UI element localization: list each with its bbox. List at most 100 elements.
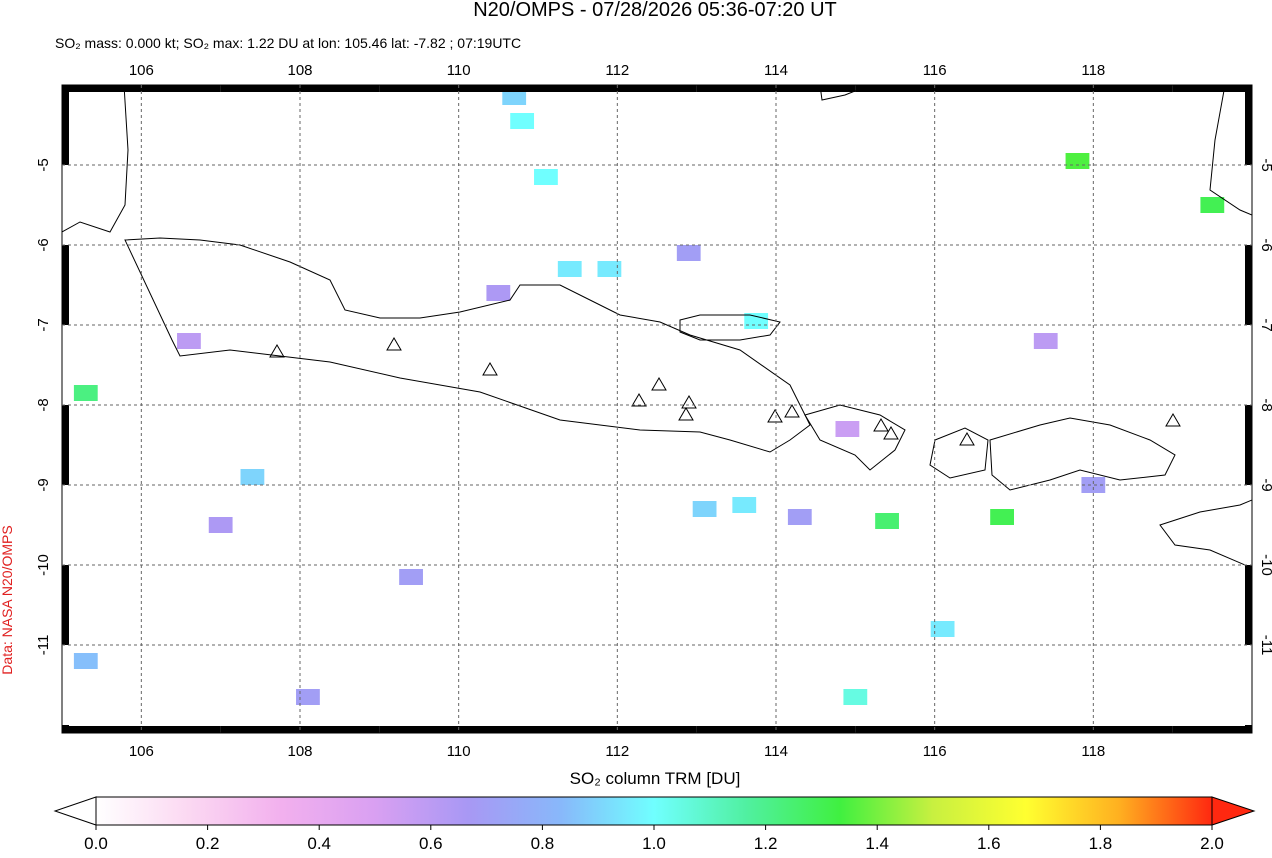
colorbar-tick-label: 0.2 xyxy=(196,834,220,853)
so2-pixel xyxy=(843,689,868,705)
frame-band xyxy=(696,85,856,92)
frame-band xyxy=(1245,405,1252,485)
frame-band xyxy=(1245,245,1252,325)
x-tick-label: 108 xyxy=(287,62,312,79)
so2-pixel xyxy=(732,497,757,513)
lombok-coast xyxy=(929,427,989,479)
frame-band xyxy=(379,85,538,92)
volcano xyxy=(1165,413,1181,427)
frame-band xyxy=(62,85,221,92)
colorbar-gradient xyxy=(95,796,1213,826)
so2-pixel xyxy=(990,509,1014,525)
colorbar-tick-label: 1.8 xyxy=(1089,834,1113,853)
coastlines xyxy=(62,85,1252,569)
java-coast xyxy=(124,237,811,453)
x-tick-label: 114 xyxy=(764,743,788,760)
so2-pixel xyxy=(73,653,98,669)
x-tick-label: 118 xyxy=(1081,62,1105,79)
frame-band xyxy=(538,85,697,92)
map-background xyxy=(62,85,1252,733)
so2-pixel xyxy=(534,169,558,185)
frame-band xyxy=(1245,565,1252,645)
so2-pixel xyxy=(177,333,201,349)
colorbar-tick-label: 1.0 xyxy=(642,834,666,853)
so2-pixel xyxy=(486,285,511,301)
so2-pixel xyxy=(930,621,955,637)
colorbar-high-arrow xyxy=(1211,796,1256,826)
so2-pixel xyxy=(676,245,701,261)
sumatra-coast xyxy=(62,85,129,233)
so2-pixel xyxy=(240,469,265,485)
x-tick-label: 112 xyxy=(605,62,629,79)
so2-pixel xyxy=(787,509,812,525)
x-tick-label: 112 xyxy=(605,743,629,760)
pixel-layer xyxy=(62,89,1225,705)
x-tick-label: 114 xyxy=(764,62,788,79)
x-tick-label: 106 xyxy=(129,62,154,79)
x-tick-label: 110 xyxy=(447,62,471,79)
colorbar-tick-label: 1.2 xyxy=(754,834,778,853)
so2-pixel xyxy=(835,421,860,437)
frame-band xyxy=(1172,726,1252,733)
subtitle: SO₂ mass: 0.000 kt; SO₂ max: 1.22 DU at … xyxy=(55,35,521,51)
y-tick-label: -11 xyxy=(1258,635,1272,656)
colorbar-tick-label: 0.6 xyxy=(419,834,443,853)
x-tick-label: 110 xyxy=(447,743,471,760)
y-tick-label: -5 xyxy=(35,158,52,171)
so2-pixel xyxy=(296,689,320,705)
x-tick-label: 118 xyxy=(1081,743,1105,760)
colorbar: 0.0 0.2 0.4 0.6 0.8 1.0 1.2 1.4 1.6 1.8 2.0 xyxy=(53,796,1256,853)
so2-pixel xyxy=(208,517,233,533)
y-tick-label: -6 xyxy=(35,238,52,251)
so2-pixel xyxy=(73,385,98,401)
y-tick-label: -9 xyxy=(35,478,52,491)
frame-band xyxy=(62,725,69,733)
volcano xyxy=(883,426,899,440)
x-tick-label: 106 xyxy=(129,743,154,760)
y-tick-label: -8 xyxy=(35,398,52,411)
volcano xyxy=(386,337,402,351)
volcano xyxy=(269,344,285,358)
side-label: Data: NASA N20/OMPS xyxy=(0,525,15,674)
volcano xyxy=(631,393,647,407)
x-tick-label: 116 xyxy=(923,62,947,79)
so2-pixel xyxy=(1033,333,1058,349)
frame-band xyxy=(1172,85,1252,92)
volcano xyxy=(651,377,667,391)
sumbawa-coast xyxy=(989,417,1176,491)
madura-coast xyxy=(679,314,781,341)
y-tick-label: -9 xyxy=(1258,478,1272,491)
colorbar-label: SO₂ column TRM [DU] xyxy=(570,769,741,788)
so2-pixel xyxy=(1065,153,1090,169)
volcanoes xyxy=(269,337,1181,446)
volcano xyxy=(678,407,694,421)
volcano xyxy=(681,395,697,409)
volcano xyxy=(873,418,889,432)
sulawesi-coast xyxy=(1209,85,1252,216)
colorbar-tick-label: 0.4 xyxy=(307,834,331,853)
x-tick-label: 116 xyxy=(923,743,947,760)
y-tick-label: -7 xyxy=(35,318,52,331)
frame-band xyxy=(62,245,69,325)
so2-pixel xyxy=(502,89,527,105)
so2-pixel xyxy=(557,261,582,277)
volcano xyxy=(959,432,975,446)
y-tick-label: -10 xyxy=(1258,554,1272,576)
so2-pixel xyxy=(1081,477,1106,493)
volcano xyxy=(784,404,800,418)
colorbar-tick-label: 1.6 xyxy=(977,834,1001,853)
frame-band xyxy=(855,85,1014,92)
y-tick-label: -11 xyxy=(35,635,52,656)
so2-pixel xyxy=(1200,197,1225,213)
frame-band xyxy=(1245,725,1252,733)
y-tick-label: -10 xyxy=(35,554,52,576)
y-tick-label: -7 xyxy=(1258,318,1272,331)
axes: 106 106 108 108 110 110 112 112 114 114 116 116 118 1… xyxy=(35,62,1272,760)
flores-coast xyxy=(1159,499,1252,569)
frame-band xyxy=(62,85,69,165)
volcano xyxy=(482,362,498,376)
colorbar-tick-label: 1.4 xyxy=(865,834,889,853)
y-tick-label: -8 xyxy=(1258,398,1272,411)
so2-pixel xyxy=(744,313,769,329)
